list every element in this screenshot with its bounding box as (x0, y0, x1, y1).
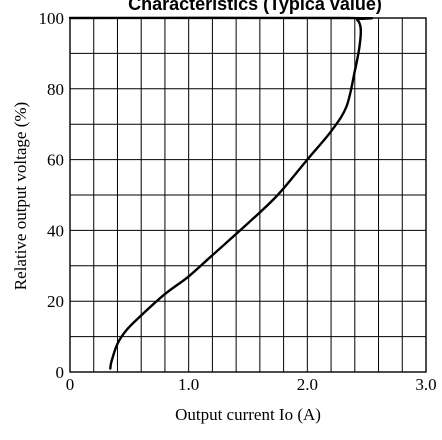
y-tick-label: 100 (39, 9, 65, 28)
grid-lines (70, 18, 426, 372)
y-tick-label: 20 (47, 292, 64, 311)
y-tick-label: 0 (56, 363, 65, 382)
x-tick-label: 0 (66, 375, 75, 394)
x-tick-label: 1.0 (178, 375, 199, 394)
y-tick-label: 80 (47, 80, 64, 99)
y-tick-label: 40 (47, 221, 64, 240)
chart-title: Characteristics (Typica value) (128, 0, 382, 14)
series-layer (68, 16, 374, 370)
tick-labels: 0 1.0 2.0 3.0 0 20 40 60 80 100 (39, 9, 437, 394)
y-axis-label: Relative output voltage (%) (11, 102, 30, 290)
x-tick-label: 2.0 (297, 375, 318, 394)
x-axis-label: Output current Io (A) (175, 405, 321, 424)
y-tick-label: 60 (47, 151, 64, 170)
x-tick-label: 3.0 (415, 375, 436, 394)
series-line (68, 16, 374, 370)
